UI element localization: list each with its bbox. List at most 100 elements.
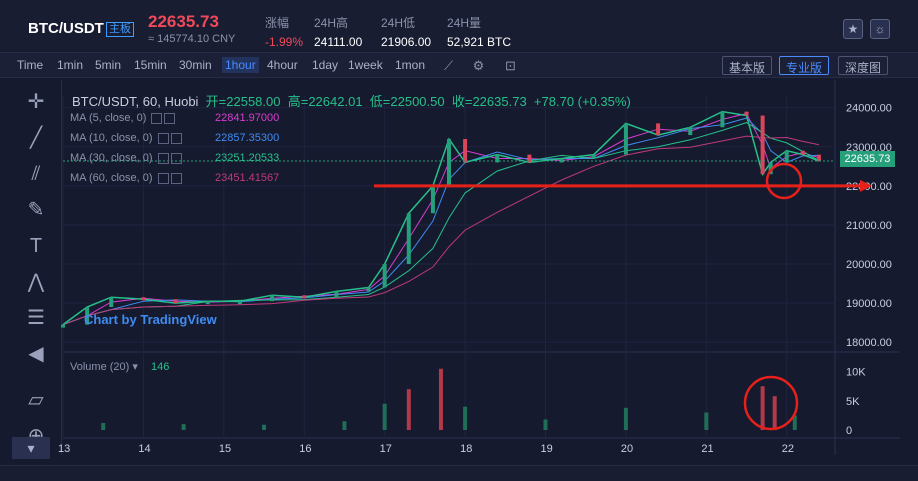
volume-bar <box>181 424 186 430</box>
ma5-legend: MA (5, close, 0) 22841.97000 <box>70 112 280 124</box>
settings-icon[interactable]: ⚙ <box>472 58 485 73</box>
tf-4hour[interactable]: 4hour <box>267 58 298 72</box>
candle <box>768 162 773 175</box>
candle <box>720 111 725 128</box>
y-tick-label: 20000.00 <box>846 259 892 271</box>
view-pro-button[interactable]: 专业版 <box>779 56 830 75</box>
ma30-legend: MA (30, close, 0) 23251.20533 <box>70 152 280 164</box>
tf-1day[interactable]: 1day <box>312 58 339 72</box>
candle <box>270 295 275 302</box>
last-price: 22635.73 <box>148 12 219 31</box>
y-tick-label: 23000.00 <box>846 142 892 154</box>
legend-close: 收=22635.73 <box>451 94 527 109</box>
chart-type-icon[interactable]: ⟋ <box>443 58 454 73</box>
candle <box>366 287 371 292</box>
candle <box>816 154 821 162</box>
tf-1min[interactable]: 1min <box>57 58 84 72</box>
volume-tick-label: 5K <box>846 396 860 408</box>
legend-open: 开=22558.00 <box>205 94 281 109</box>
ma-line-0 <box>62 113 820 326</box>
candle <box>463 138 468 163</box>
candle <box>382 264 387 288</box>
legend-title: BTC/USDT, 60, Huobi <box>72 94 199 109</box>
ohlc-legend: BTC/USDT, 60, Huobi 开=22558.00 高=22642.0… <box>72 91 631 110</box>
volume-bar <box>438 368 443 430</box>
candle <box>109 297 114 308</box>
candle <box>205 301 210 305</box>
x-tick-label: 18 <box>460 443 472 455</box>
candle <box>784 150 789 163</box>
annotation-circle-price <box>765 162 803 200</box>
volume-tick-label: 0 <box>846 425 852 437</box>
legend-high: 高=22642.01 <box>287 94 363 109</box>
tf-30min[interactable]: 30min <box>179 58 212 72</box>
volume-bar <box>262 424 267 430</box>
trend-line-icon[interactable]: ╱ <box>29 127 43 149</box>
tf-time[interactable]: Time <box>17 58 44 72</box>
view-depth-button[interactable]: 深度图 <box>838 56 889 75</box>
candle <box>334 291 339 298</box>
tf-1mon[interactable]: 1mon <box>395 58 426 72</box>
tf-1week[interactable]: 1week <box>348 58 383 72</box>
candle <box>173 299 178 304</box>
candle <box>61 324 65 328</box>
candle <box>141 297 146 301</box>
volume-bar <box>623 407 628 430</box>
stat-low: 24H低 21906.00 <box>381 16 432 49</box>
volume-bar <box>463 406 468 430</box>
candle <box>591 154 596 159</box>
x-tick-label: 14 <box>138 443 150 455</box>
legend-change: +78.70 (+0.35%) <box>533 94 631 109</box>
view-basic-button[interactable]: 基本版 <box>722 56 773 75</box>
x-tick-label: 22 <box>782 443 794 455</box>
header-bar: BTC/USDT 主板 22635.73 ≈ 145774.10 CNY 涨幅 -… <box>0 0 918 50</box>
back-arrow-icon[interactable]: ◀ <box>28 343 44 365</box>
x-tick-label: 21 <box>701 443 713 455</box>
theme-icon[interactable]: ☼ <box>870 19 890 39</box>
y-tick-label: 18000.00 <box>846 337 892 349</box>
candle <box>744 111 749 116</box>
drawing-toolbar: ✛ ╱ ⫽ ✎ T ⋀ ☰ ◀ ▱ ⊕ <box>0 80 62 455</box>
candle <box>237 301 242 305</box>
candle <box>800 150 805 155</box>
tf-15min[interactable]: 15min <box>134 58 167 72</box>
brush-icon[interactable]: ✎ <box>27 199 45 221</box>
text-icon[interactable]: T <box>29 235 43 257</box>
y-tick-label: 21000.00 <box>846 220 892 232</box>
candle <box>85 307 90 325</box>
volume-bar <box>772 396 777 430</box>
channel-icon[interactable]: ⫽ <box>31 163 41 185</box>
ma10-legend: MA (10, close, 0) 22857.35300 <box>70 132 280 144</box>
volume-bar <box>406 389 411 430</box>
volume-legend: Volume (20) ▾ 146 <box>70 361 170 373</box>
volume-bar <box>382 403 387 430</box>
volume-bar <box>792 415 797 430</box>
ma60-legend: MA (60, close, 0) 23451.41567 <box>70 172 280 184</box>
tf-1hour[interactable]: 1hour <box>222 57 259 73</box>
volume-bar <box>543 419 548 430</box>
y-tick-label: 24000.00 <box>846 103 892 115</box>
candle <box>406 213 411 265</box>
candle <box>447 138 451 186</box>
candle <box>688 127 693 136</box>
collapse-button[interactable]: ▾ <box>12 437 50 459</box>
x-tick-label: 16 <box>299 443 311 455</box>
tf-5min[interactable]: 5min <box>95 58 122 72</box>
x-tick-label: 17 <box>380 443 392 455</box>
last-price-tag: 22635.73 <box>840 151 895 167</box>
crosshair-icon[interactable]: ✛ <box>27 91 45 113</box>
candle <box>760 115 765 175</box>
volume-bar <box>760 386 765 430</box>
ruler-icon[interactable]: ▱ <box>28 389 44 411</box>
screenshot-icon[interactable]: ⊡ <box>505 58 516 73</box>
candle <box>527 154 532 163</box>
x-tick-label: 19 <box>541 443 553 455</box>
fib-icon[interactable]: ☰ <box>27 307 45 329</box>
candle <box>302 295 307 299</box>
candle <box>623 123 628 155</box>
annotation-arrow-head <box>860 179 872 192</box>
star-icon[interactable]: ★ <box>843 19 863 39</box>
candle <box>559 158 564 163</box>
pattern-icon[interactable]: ⋀ <box>27 271 45 293</box>
